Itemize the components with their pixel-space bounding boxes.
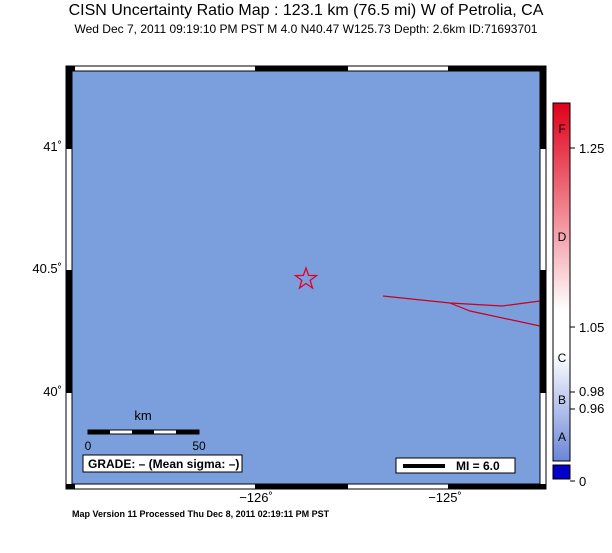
fault-lines bbox=[382, 295, 541, 327]
colorbar-value: 1.25 bbox=[579, 141, 604, 156]
colorbar-letter: F bbox=[558, 122, 565, 136]
lat-tick-label: 40˚ bbox=[43, 384, 62, 399]
mi-legend: MI = 6.0 bbox=[395, 457, 516, 474]
colorbar-letter: B bbox=[558, 393, 566, 407]
fault-line bbox=[449, 302, 541, 327]
lon-tick-label: −126˚ bbox=[239, 490, 273, 505]
lat-tick-label: 41˚ bbox=[43, 139, 62, 154]
map-title: CISN Uncertainty Ratio Map : 123.1 km (7… bbox=[68, 2, 544, 19]
star-icon bbox=[293, 266, 319, 290]
colorbar-letter: D bbox=[558, 230, 567, 244]
mi-legend-text: MI = 6.0 bbox=[456, 459, 500, 473]
colorbar: F D C B A 1.25 1.05 0.98 0.96 0 bbox=[552, 102, 604, 489]
event-subtitle: Wed Dec 7, 2011 09:19:10 PM PST M 4.0 N4… bbox=[74, 22, 538, 36]
map-version-footer: Map Version 11 Processed Thu Dec 8, 2011… bbox=[72, 509, 330, 519]
grade-box: GRADE: – (Mean sigma: –) bbox=[82, 454, 243, 473]
map-area bbox=[71, 70, 541, 485]
lon-tick-label: −125˚ bbox=[428, 490, 462, 505]
scale-bar: km 0 50 bbox=[85, 408, 206, 453]
map-frame bbox=[65, 65, 547, 490]
fault-line bbox=[382, 295, 541, 307]
scale-unit: km bbox=[134, 408, 151, 423]
colorbar-value: 1.05 bbox=[579, 320, 604, 335]
grade-text: GRADE: – (Mean sigma: –) bbox=[88, 457, 239, 471]
colorbar-bottom-swatch bbox=[552, 464, 571, 480]
colorbar-value: 0 bbox=[579, 474, 586, 489]
colorbar-letter: C bbox=[558, 351, 567, 365]
scale-start-label: 0 bbox=[85, 439, 92, 453]
colorbar-value: 0.98 bbox=[579, 384, 604, 399]
scale-end-label: 50 bbox=[192, 439, 206, 453]
colorbar-letter: A bbox=[558, 430, 566, 444]
colorbar-value: 0.96 bbox=[579, 401, 604, 416]
lat-tick-label: 40.5˚ bbox=[32, 261, 62, 276]
